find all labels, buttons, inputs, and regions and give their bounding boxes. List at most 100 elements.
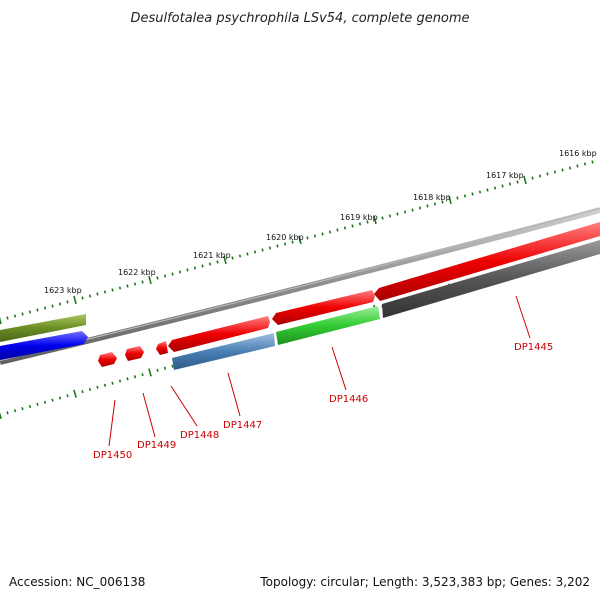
outer-scale-minor-tick [328, 230, 332, 234]
outer-scale-minor-tick [186, 268, 189, 272]
outer-scale-minor-tick [268, 246, 272, 250]
gene-label-dp1449[interactable]: DP1449 [137, 440, 176, 451]
outer-scale-minor-tick [88, 294, 92, 298]
red-feature-upper-3[interactable] [374, 222, 600, 301]
accession-text: Accession: NC_006138 [9, 575, 145, 589]
outer-scale-minor-tick [36, 308, 39, 312]
gene-label-dp1450[interactable]: DP1450 [93, 450, 132, 461]
outer-scale-minor-tick [283, 242, 287, 246]
blue-feature[interactable] [0, 331, 88, 360]
scale-label-1617: 1617 kbp [486, 171, 524, 180]
outer-scale-minor-tick [28, 310, 32, 314]
gene-block-dp1445[interactable] [382, 240, 600, 318]
scale-label-1621: 1621 kbp [193, 251, 231, 260]
inner-scale-minor-tick [103, 383, 107, 387]
gene-block-dp1447[interactable] [172, 333, 275, 370]
outer-scale-minor-tick [246, 252, 249, 256]
inner-scale-minor-tick [43, 400, 47, 404]
callout-line-dp1447 [227, 372, 241, 417]
scale-label-1619: 1619 kbp [340, 213, 378, 222]
scale-label-1616: 1616 kbp [559, 149, 597, 158]
red-feature-upper-2[interactable] [272, 290, 375, 325]
gene-block-dp1448[interactable] [156, 341, 168, 355]
callout-line-dp1446 [331, 346, 347, 391]
gene-label-dp1448[interactable]: DP1448 [180, 430, 219, 441]
inner-scale-minor-tick [13, 409, 17, 413]
inner-scale-minor-tick [163, 366, 167, 370]
gene-label-dp1446[interactable]: DP1446 [329, 394, 368, 405]
outer-scale-minor-tick [118, 286, 122, 290]
outer-scale-minor-tick [351, 224, 354, 228]
outer-scale-minor-tick [343, 226, 347, 230]
inner-scale-minor-tick [28, 404, 32, 409]
olive-feature[interactable] [0, 314, 86, 342]
outer-scale-minor-tick [321, 232, 324, 236]
gene-block-dp1449[interactable] [125, 346, 144, 361]
outer-scale-minor-tick [291, 240, 294, 244]
inner-scale-minor-tick [171, 364, 174, 368]
inner-scale-major-tick [148, 368, 152, 377]
topology-summary-text: Topology: circular; Length: 3,523,383 bp… [259, 575, 590, 589]
outer-scale-minor-tick [103, 290, 107, 294]
outer-scale-minor-tick [43, 306, 47, 310]
outer-scale-minor-tick [568, 166, 572, 170]
outer-scale-minor-tick [538, 174, 542, 178]
outer-scale-minor-tick [381, 216, 384, 220]
gene-block-dp1450[interactable] [98, 352, 117, 367]
lower-strand-features [0, 240, 600, 370]
outer-scale-minor-tick [276, 244, 279, 248]
callout-line-dp1449 [142, 392, 156, 438]
outer-scale-minor-tick [21, 312, 24, 316]
outer-scale-major-tick [73, 295, 77, 305]
outer-scale-minor-tick [531, 176, 534, 180]
outer-scale-minor-tick [583, 162, 587, 166]
gene-label-dp1445[interactable]: DP1445 [514, 342, 553, 353]
gene-label-dp1447[interactable]: DP1447 [223, 420, 262, 431]
outer-scale-minor-tick [418, 206, 422, 210]
outer-scale-minor-tick [403, 210, 407, 214]
outer-scale-minor-tick [171, 272, 174, 276]
inner-scale-minor-tick [21, 407, 24, 411]
inner-scale-major-tick [73, 389, 77, 398]
inner-scale-minor-tick [51, 398, 54, 402]
outer-scale-minor-tick [13, 314, 17, 318]
outer-scale-major-tick [373, 215, 377, 225]
outer-scale-minor-tick [306, 236, 309, 240]
outer-scale-minor-tick [58, 302, 62, 306]
outer-scale-minor-tick [516, 180, 519, 184]
outer-scale-minor-tick [111, 288, 114, 292]
outer-scale-minor-tick [208, 262, 212, 266]
callout-line-dp1448 [170, 385, 198, 427]
callout-line-dp1445 [515, 295, 531, 339]
inner-scale-minor-tick [36, 402, 39, 406]
scale-label-1620: 1620 kbp [266, 233, 304, 242]
outer-scale-minor-tick [6, 316, 9, 320]
outer-scale-major-tick [523, 175, 527, 185]
outer-scale-minor-tick [81, 296, 84, 300]
scale-label-1618: 1618 kbp [413, 193, 451, 202]
red-feature-upper-1[interactable] [168, 316, 270, 352]
outer-scale-minor-tick [486, 188, 489, 192]
outer-scale-minor-tick [193, 266, 197, 270]
outer-scale-major-tick [448, 195, 452, 205]
scale-label-1623: 1623 kbp [44, 286, 82, 295]
outer-scale-major-tick [0, 316, 2, 325]
outer-scale-minor-tick [576, 164, 579, 168]
outer-scale-minor-tick [261, 248, 264, 252]
inner-scale-minor-tick [156, 368, 159, 372]
outer-scale-minor-tick [178, 270, 182, 274]
gene-block-dp1446[interactable] [276, 306, 380, 345]
map-title: Desulfotalea psychrophila LSv54, complet… [130, 11, 469, 26]
callout-line-dp1450 [108, 399, 116, 447]
outer-scale-minor-tick [313, 234, 317, 238]
scale-labels: 1623 kbp 1622 kbp 1621 kbp 1620 kbp 1619… [44, 149, 597, 295]
inner-scale-minor-tick [58, 396, 62, 400]
outer-scale-minor-tick [126, 284, 129, 288]
gene-callouts [108, 295, 531, 447]
inner-scale-minor-tick [141, 373, 144, 377]
outer-scale-minor-tick [463, 194, 467, 198]
outer-scale-minor-tick [358, 222, 362, 226]
gene-labels: DP1450 DP1449 DP1448 DP1447 DP1446 DP144… [93, 342, 553, 461]
